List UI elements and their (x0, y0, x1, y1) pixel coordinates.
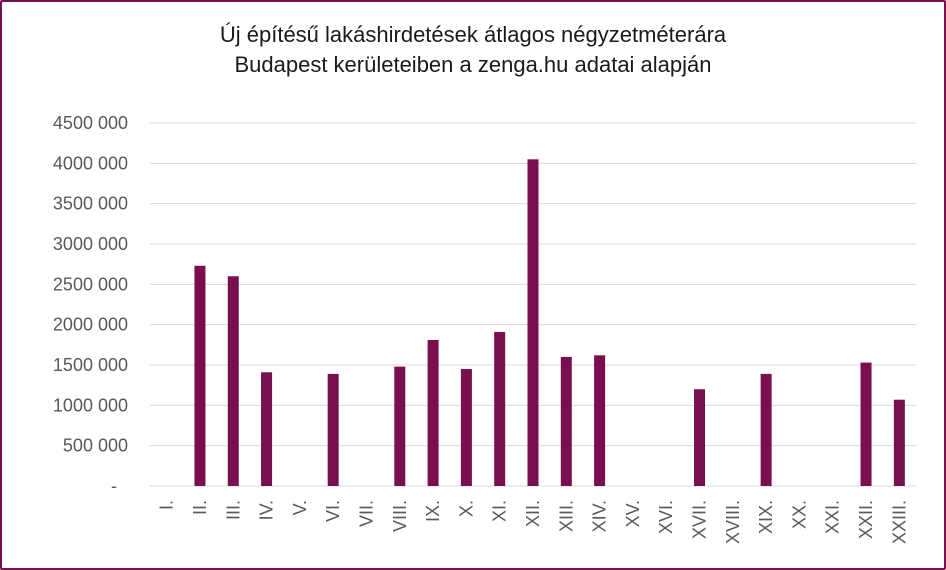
x-tick-label: XXI. (823, 500, 843, 534)
chart-title: Új építésű lakáshirdetések átlagos négyz… (0, 20, 946, 80)
bar-xiii (560, 356, 572, 486)
x-axis-tick-labels: I. II. III. IV. V. VI. VII. VIII. IX. X. XI. XII. XI… (157, 500, 910, 544)
y-tick-label: 1000 000 (53, 395, 128, 415)
bar-xi (494, 331, 506, 486)
bar-ix (427, 339, 439, 486)
x-tick-label: XIV. (590, 500, 610, 532)
x-tick-label: IX. (423, 500, 443, 522)
chart-title-line-2: Budapest kerületeiben a zenga.hu adatai … (234, 52, 712, 77)
bar-xxii (860, 362, 872, 486)
bar-xxiii (893, 399, 905, 486)
bar-xii (527, 159, 539, 487)
bar-xix (760, 373, 772, 486)
y-tick-label: 4000 000 (53, 153, 128, 173)
y-tick-label: 3000 000 (53, 234, 128, 254)
x-tick-label: III. (223, 500, 243, 520)
x-tick-label: IV. (257, 500, 277, 520)
chart-title-line-1: Új építésű lakáshirdetések átlagos négyz… (219, 22, 727, 47)
bar-xiv (594, 355, 606, 486)
x-tick-label: XI. (490, 500, 510, 522)
bar-ii (194, 265, 206, 486)
y-tick-label: 4500 000 (53, 113, 128, 133)
bar-iii (227, 276, 239, 486)
x-tick-label: I. (157, 500, 177, 510)
x-tick-label: VII. (356, 500, 376, 527)
y-axis-tick-labels: - 500 000 1000 000 1500 000 2000 000 2500 000… (53, 113, 128, 496)
bar-vi (327, 373, 339, 486)
bar-viii (394, 366, 406, 486)
y-tick-label: - (111, 476, 117, 496)
x-tick-label: VIII. (390, 500, 410, 532)
x-tick-label: XVI. (656, 500, 676, 534)
x-tick-label: XXII. (856, 500, 876, 539)
x-tick-label: V. (290, 500, 310, 515)
y-tick-label: 500 000 (63, 436, 128, 456)
x-tick-label: XVIII. (723, 500, 743, 544)
y-tick-label: 1500 000 (53, 355, 128, 375)
y-tick-label: 2500 000 (53, 274, 128, 294)
bar-xvii (694, 389, 706, 486)
x-tick-label: XII. (523, 500, 543, 527)
x-tick-label: XX. (789, 500, 809, 529)
x-tick-label: XVII. (690, 500, 710, 539)
bars (194, 159, 905, 487)
x-tick-label: XIII. (556, 500, 576, 532)
x-tick-label: XXIII. (889, 500, 909, 544)
x-tick-label: VI. (323, 500, 343, 522)
bar-x (460, 369, 472, 486)
bar-iv (261, 372, 273, 486)
x-tick-label: II. (190, 500, 210, 515)
x-tick-label: XV. (623, 500, 643, 527)
y-tick-label: 2000 000 (53, 315, 128, 335)
x-tick-label: X. (456, 500, 476, 517)
y-tick-label: 3500 000 (53, 194, 128, 214)
x-tick-label: XIX. (756, 500, 776, 534)
